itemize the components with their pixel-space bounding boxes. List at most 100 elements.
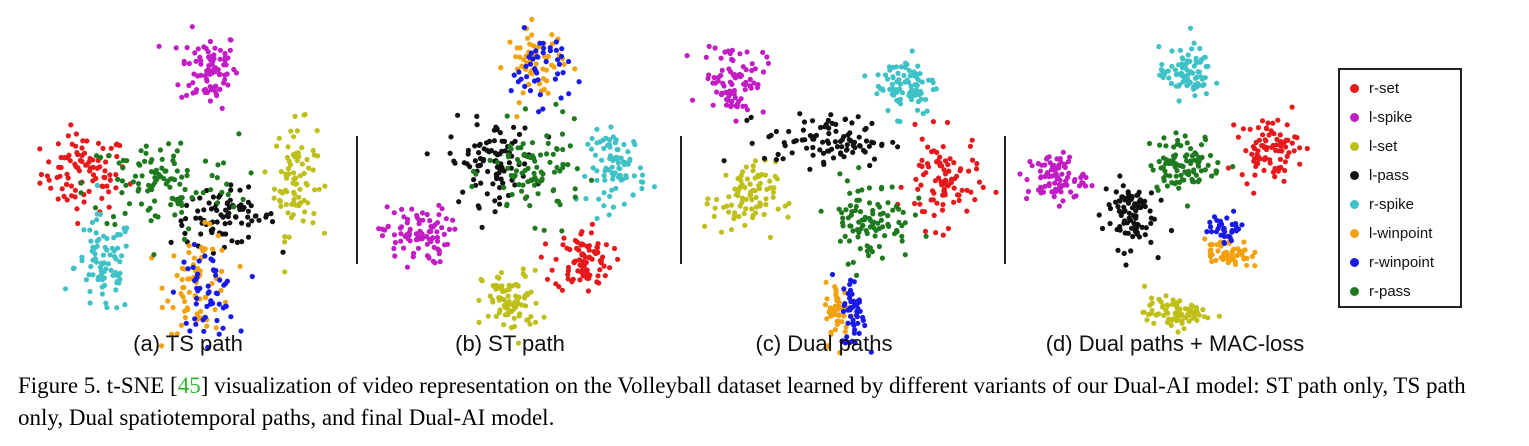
point-r-pass	[143, 143, 149, 149]
point-r-spike	[631, 173, 638, 179]
point-l-pass	[501, 168, 507, 174]
point-r-spike	[87, 300, 93, 306]
point-r-spike	[930, 87, 936, 93]
point-l-spike	[413, 237, 419, 243]
point-r-set	[1282, 167, 1288, 174]
point-r-spike	[917, 71, 923, 77]
point-r-winpoint	[537, 92, 543, 98]
point-r-spike	[907, 73, 913, 79]
point-r-set	[1274, 136, 1280, 142]
point-r-winpoint	[851, 279, 857, 285]
point-r-pass	[172, 212, 178, 218]
point-l-spike	[452, 226, 458, 232]
point-r-spike	[81, 227, 87, 233]
point-l-pass	[456, 199, 462, 205]
point-l-set	[310, 167, 316, 173]
point-l-pass	[193, 215, 199, 221]
point-l-set	[496, 275, 502, 281]
point-l-spike	[723, 102, 730, 108]
point-l-spike	[231, 66, 237, 73]
point-r-set	[1271, 131, 1277, 137]
point-r-set	[944, 119, 951, 126]
point-l-pass	[1124, 220, 1130, 226]
point-l-pass	[824, 138, 831, 144]
point-l-set	[747, 181, 753, 187]
point-r-set	[611, 245, 618, 252]
point-l-winpoint	[1252, 263, 1258, 269]
point-l-set	[1153, 312, 1159, 318]
point-l-spike	[1060, 149, 1066, 155]
point-r-spike	[113, 287, 119, 293]
point-l-pass	[248, 203, 254, 209]
point-r-pass	[487, 157, 493, 163]
point-r-pass	[878, 217, 885, 223]
point-r-set	[935, 159, 941, 165]
point-r-set	[939, 207, 946, 213]
caption-citation-link[interactable]: 45	[177, 373, 201, 398]
point-l-pass	[863, 125, 869, 132]
point-l-spike	[1062, 164, 1068, 170]
point-r-winpoint	[558, 95, 564, 101]
point-l-set	[763, 196, 769, 202]
point-r-spike	[904, 77, 910, 83]
point-r-spike	[99, 261, 105, 267]
point-l-pass	[830, 155, 837, 161]
point-l-winpoint	[159, 285, 165, 291]
point-l-winpoint	[202, 295, 209, 301]
point-r-winpoint	[856, 330, 862, 336]
point-r-pass	[516, 159, 522, 166]
point-r-set	[544, 276, 551, 282]
point-r-winpoint	[193, 301, 199, 307]
point-l-pass	[1124, 195, 1130, 201]
point-r-pass	[519, 170, 525, 176]
point-r-pass	[504, 201, 510, 207]
point-r-winpoint	[194, 295, 200, 302]
point-l-set	[750, 163, 756, 169]
point-l-set	[749, 206, 755, 212]
point-r-pass	[98, 154, 104, 160]
point-r-pass	[179, 174, 185, 180]
point-r-set	[615, 256, 621, 262]
point-l-pass	[1118, 212, 1124, 218]
point-l-winpoint	[1252, 249, 1258, 255]
point-r-pass	[837, 238, 844, 244]
point-r-set	[580, 259, 586, 265]
point-l-spike	[1038, 174, 1044, 180]
point-r-set	[114, 153, 120, 160]
point-l-spike	[430, 258, 436, 264]
point-r-pass	[116, 160, 122, 166]
point-l-spike	[207, 71, 213, 77]
point-r-set	[81, 199, 87, 205]
point-l-pass	[210, 250, 216, 256]
point-r-spike	[601, 203, 607, 209]
point-l-pass	[226, 204, 232, 211]
point-r-spike	[1193, 55, 1199, 61]
point-r-set	[64, 181, 70, 187]
point-r-pass	[136, 162, 143, 168]
point-l-pass	[744, 117, 750, 123]
point-r-spike	[920, 110, 926, 117]
point-l-winpoint	[514, 45, 520, 51]
point-r-winpoint	[228, 314, 234, 320]
point-r-winpoint	[205, 290, 211, 296]
point-l-spike	[399, 206, 405, 212]
point-l-set	[1144, 317, 1150, 323]
point-r-winpoint	[170, 289, 176, 295]
point-r-pass	[876, 243, 883, 250]
point-r-pass	[837, 171, 843, 177]
point-l-spike	[760, 109, 766, 115]
point-l-pass	[802, 137, 808, 143]
point-l-winpoint	[1213, 257, 1219, 263]
point-l-pass	[846, 137, 852, 143]
point-r-spike	[608, 124, 614, 130]
point-l-spike	[437, 259, 443, 265]
point-r-winpoint	[534, 54, 540, 60]
point-l-pass	[855, 114, 861, 120]
point-l-spike	[1052, 168, 1058, 174]
point-r-spike	[1180, 56, 1186, 62]
point-r-spike	[1185, 76, 1191, 82]
point-l-set	[1141, 283, 1148, 289]
point-r-pass	[513, 168, 520, 174]
point-l-winpoint	[186, 249, 192, 256]
point-l-spike	[404, 264, 411, 270]
